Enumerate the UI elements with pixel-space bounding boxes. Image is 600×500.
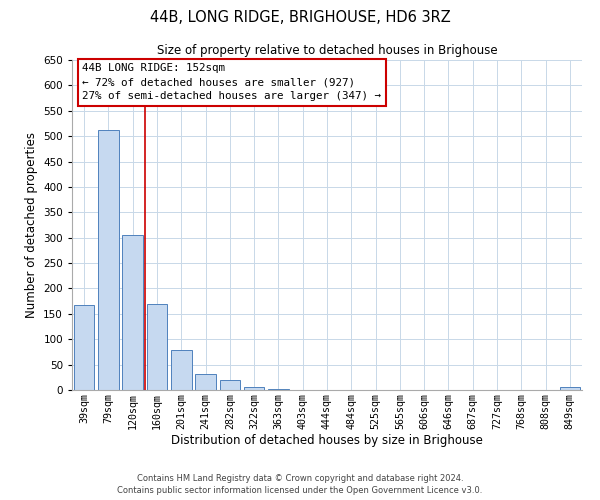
Text: 44B, LONG RIDGE, BRIGHOUSE, HD6 3RZ: 44B, LONG RIDGE, BRIGHOUSE, HD6 3RZ (149, 10, 451, 25)
Bar (146, 304, 167, 390)
Text: 44B LONG RIDGE: 152sqm
← 72% of detached houses are smaller (927)
27% of semi-de: 44B LONG RIDGE: 152sqm ← 72% of detached… (82, 64, 381, 102)
Title: Size of property relative to detached houses in Brighouse: Size of property relative to detached ho… (157, 44, 497, 58)
Bar (74, 304, 94, 390)
Bar (220, 380, 240, 390)
Bar (195, 374, 216, 390)
Text: Contains HM Land Registry data © Crown copyright and database right 2024.
Contai: Contains HM Land Registry data © Crown c… (118, 474, 482, 495)
Bar (122, 235, 143, 390)
Bar (560, 388, 580, 390)
Bar (171, 350, 191, 390)
Bar (98, 130, 119, 390)
Bar (244, 388, 265, 390)
Y-axis label: Number of detached properties: Number of detached properties (25, 132, 38, 318)
X-axis label: Distribution of detached houses by size in Brighouse: Distribution of detached houses by size … (171, 434, 483, 448)
